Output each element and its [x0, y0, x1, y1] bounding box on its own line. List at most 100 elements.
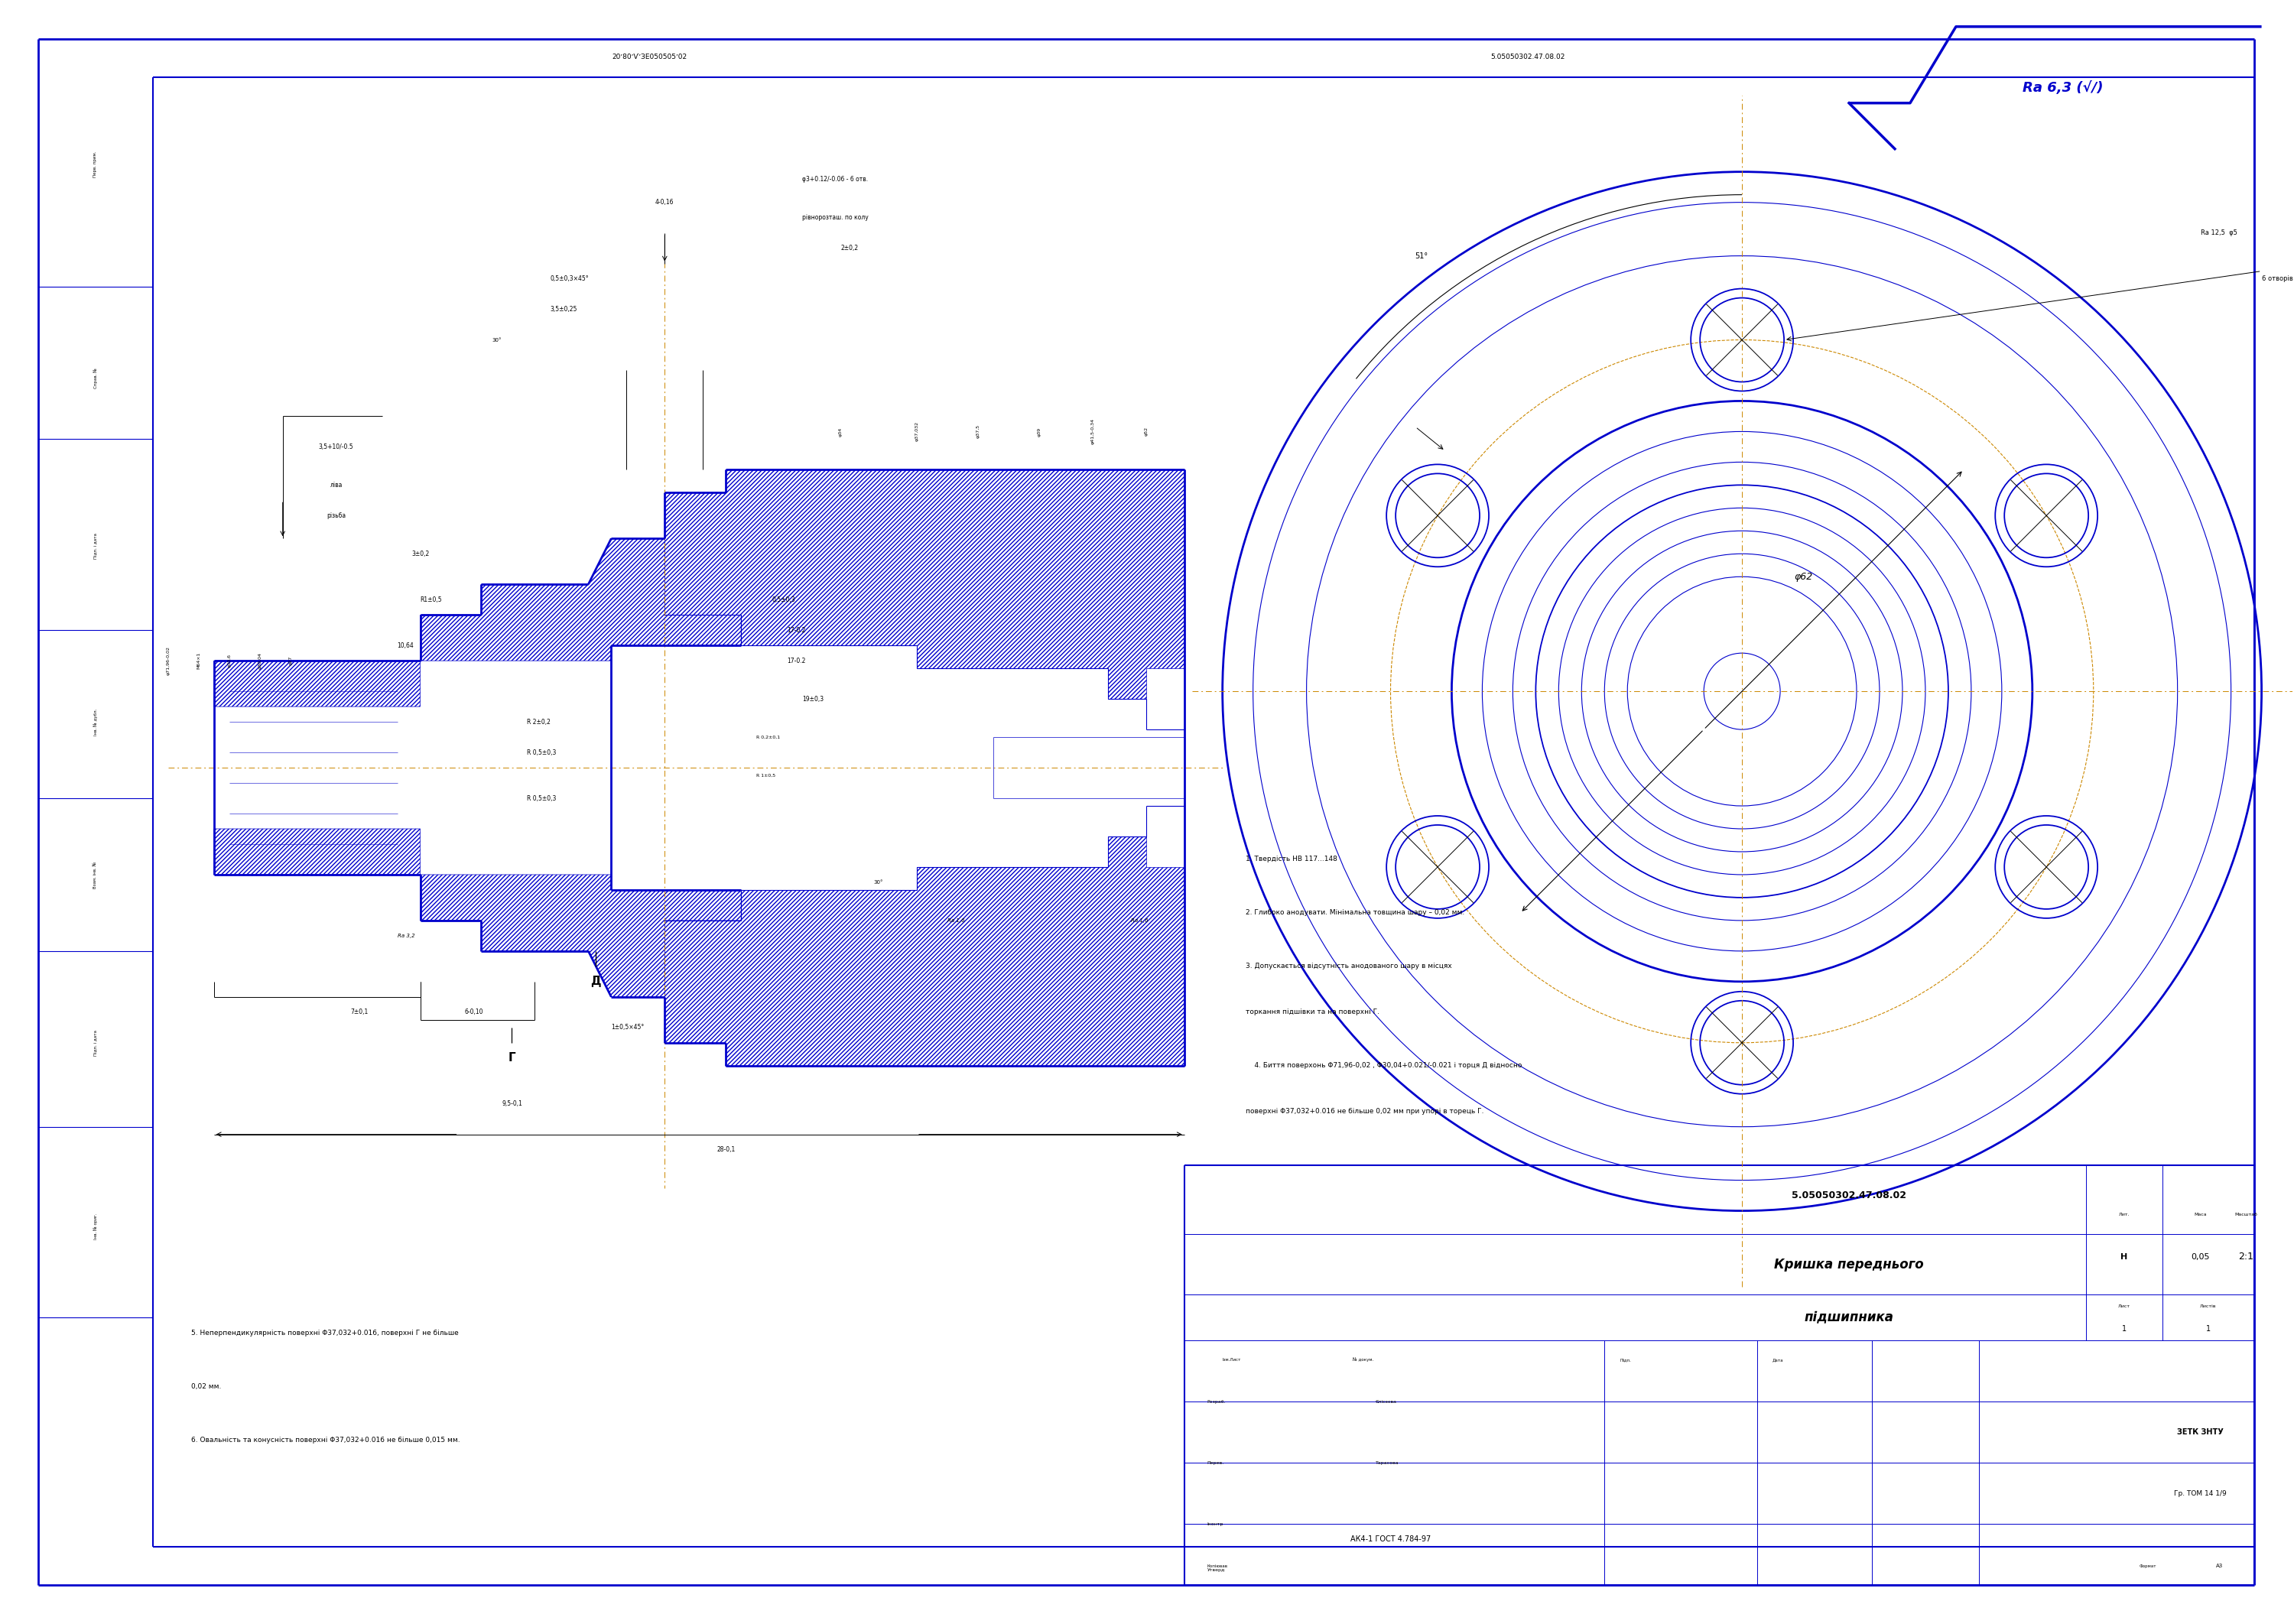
Text: R 0,2±0,1: R 0,2±0,1 [757, 736, 780, 739]
Text: φ27: φ27 [289, 656, 291, 666]
Text: Дата: Дата [1773, 1358, 1785, 1361]
Text: Гр. ТОМ 14 1/9: Гр. ТОМ 14 1/9 [2175, 1491, 2227, 1497]
Text: Листів: Листів [2200, 1304, 2216, 1309]
Text: 2. Глибоко анодувати. Мінімальна товщина шару – 0,02 мм.: 2. Глибоко анодувати. Мінімальна товщина… [1246, 909, 1464, 916]
Text: 9,5-0,1: 9,5-0,1 [502, 1101, 523, 1108]
Text: 10,64: 10,64 [397, 641, 413, 650]
Text: Д: Д [592, 976, 601, 987]
Text: φ52: φ52 [1145, 427, 1147, 437]
Text: Інв. № дубл.: Інв. № дубл. [94, 708, 99, 736]
Text: Маса: Маса [2193, 1213, 2207, 1216]
Text: 6 отворів: 6 отворів [2262, 276, 2292, 283]
Text: H: H [2120, 1252, 2127, 1260]
Text: 20ʼ80ʼѴʼЗЕ050505ʼ02: 20ʼ80ʼѴʼЗЕ050505ʼ02 [612, 54, 686, 60]
Text: 5.05050302.47.08.02: 5.05050302.47.08.02 [1491, 54, 1565, 60]
Text: Розраб.: Розраб. [1207, 1400, 1225, 1403]
Text: Ra 12,5  φ5: Ra 12,5 φ5 [2200, 229, 2237, 237]
Text: Справ. №: Справ. № [94, 367, 99, 388]
Text: Перв. прим.: Перв. прим. [94, 151, 96, 177]
Text: 3,5±0,25: 3,5±0,25 [551, 305, 578, 313]
Text: 3. Допускається відсутність анодованого шару в місцях: 3. Допускається відсутність анодованого … [1246, 963, 1452, 970]
Text: 6-0,10: 6-0,10 [463, 1009, 484, 1015]
Text: торкання підшівки та на поверхні Г.: торкання підшівки та на поверхні Г. [1246, 1009, 1379, 1015]
Text: Підп. і дата: Підп. і дата [94, 1030, 96, 1056]
Text: Підп. і дата: Підп. і дата [94, 533, 96, 559]
Text: Тарасова: Тарасова [1376, 1462, 1399, 1465]
Text: φ30,04: φ30,04 [257, 653, 262, 669]
Text: R 2±0,2: R 2±0,2 [528, 718, 551, 726]
Text: Взам. інв. №: Взам. інв. № [94, 861, 96, 888]
Polygon shape [213, 828, 741, 997]
Text: φ39: φ39 [1037, 427, 1041, 437]
Text: 5. Неперпендикулярність поверхні Φ37,032+0.016, поверхні Г не більше: 5. Неперпендикулярність поверхні Φ37,032… [190, 1330, 459, 1337]
Text: 0,02 мм.: 0,02 мм. [190, 1384, 220, 1390]
Text: А3: А3 [2216, 1564, 2223, 1569]
Text: 7±0,1: 7±0,1 [351, 1009, 367, 1015]
Text: 2:1: 2:1 [2239, 1252, 2255, 1262]
Text: 3,5+10/-0.5: 3,5+10/-0.5 [319, 443, 353, 450]
Text: 17-0.2: 17-0.2 [787, 627, 805, 633]
Text: 51°: 51° [1415, 252, 1427, 260]
Text: φ71,96-0,02: φ71,96-0,02 [165, 646, 170, 676]
Text: Ra 3,2: Ra 3,2 [397, 934, 415, 939]
Text: R 1±0,5: R 1±0,5 [757, 773, 775, 778]
Text: Іконтр: Іконтр [1207, 1522, 1223, 1527]
Text: 19±0,3: 19±0,3 [803, 695, 824, 702]
Text: 1±0,5×45°: 1±0,5×45° [610, 1025, 645, 1031]
Text: Кришка переднього: Кришка переднього [1773, 1257, 1925, 1272]
Text: 4. Биття поверхонь Φ71,96-0,02 , Φ30,04+0.021/-0.021 і торця Д відносно: 4. Биття поверхонь Φ71,96-0,02 , Φ30,04+… [1246, 1062, 1521, 1069]
Text: φ41,5-0,34: φ41,5-0,34 [1090, 419, 1094, 445]
Polygon shape [665, 836, 1184, 1065]
Text: 28-0,1: 28-0,1 [716, 1147, 734, 1153]
Text: 2±0,2: 2±0,2 [840, 245, 858, 252]
Text: 0,05: 0,05 [2191, 1252, 2209, 1260]
Text: підшипника: підшипника [1805, 1311, 1895, 1325]
Text: Ra 6,3 (√/): Ra 6,3 (√/) [2023, 81, 2104, 94]
Text: 6. Овальність та конусність поверхні Φ37,032+0.016 не більше 0,015 мм.: 6. Овальність та конусність поверхні Φ37… [190, 1437, 459, 1444]
Text: Ra 1,6: Ra 1,6 [1131, 918, 1147, 922]
Text: Копіював: Копіював [1207, 1564, 1227, 1567]
Polygon shape [213, 539, 741, 706]
Text: 5.05050302.47.08.02: 5.05050302.47.08.02 [1792, 1190, 1906, 1200]
Text: R 0,5±0,3: R 0,5±0,3 [528, 794, 557, 802]
Text: R1±0,5: R1±0,5 [420, 596, 443, 603]
Text: φ37,5: φ37,5 [975, 424, 980, 438]
Text: Лист: Лист [2117, 1304, 2131, 1309]
Text: 17-0.2: 17-0.2 [787, 658, 805, 664]
Text: Ra 1,6: Ra 1,6 [947, 918, 966, 922]
Text: поверхні Φ37,032+0.016 не більше 0,02 мм при упорі в торець Г.: поверхні Φ37,032+0.016 не більше 0,02 мм… [1246, 1108, 1484, 1116]
Text: Єлісєєва: Єлісєєва [1376, 1400, 1397, 1403]
Text: φ30,6: φ30,6 [227, 654, 232, 667]
Text: 1. Твердість НВ 117...148: 1. Твердість НВ 117...148 [1246, 856, 1337, 862]
Text: M64×1: M64×1 [197, 653, 200, 669]
Text: 3±0,2: 3±0,2 [411, 551, 429, 557]
Text: φ37,032: φ37,032 [915, 422, 920, 442]
Text: ліва: ліва [330, 482, 342, 489]
Text: Формат: Формат [2140, 1564, 2156, 1567]
Text: 1: 1 [2122, 1325, 2127, 1333]
Text: 30°: 30° [874, 880, 883, 885]
Text: Г: Г [509, 1052, 516, 1064]
Polygon shape [665, 469, 1184, 698]
Text: Інв. № ориг.: Інв. № ориг. [94, 1213, 99, 1239]
Text: 0,5±0,3×45°: 0,5±0,3×45° [551, 276, 590, 283]
Text: 4-0,16: 4-0,16 [656, 198, 674, 206]
Text: 30°: 30° [491, 338, 502, 343]
Text: φ3+0.12/-0.06 - 6 отв.: φ3+0.12/-0.06 - 6 отв. [803, 175, 867, 184]
Text: φ34: φ34 [840, 427, 842, 437]
Text: R 0,5±0,3: R 0,5±0,3 [528, 749, 557, 755]
Text: Лит.: Лит. [2117, 1213, 2129, 1216]
Text: 0,5±0,3: 0,5±0,3 [771, 596, 796, 603]
Text: 1: 1 [2207, 1325, 2211, 1333]
Text: Ізм.Лист: Ізм.Лист [1223, 1358, 1241, 1361]
Text: Підп.: Підп. [1620, 1358, 1631, 1361]
Text: Утверд: Утверд [1207, 1567, 1225, 1572]
Text: № докум.: № докум. [1353, 1358, 1374, 1363]
Text: АК4-1 ГОСТ 4.784-97: АК4-1 ГОСТ 4.784-97 [1351, 1535, 1431, 1543]
Text: рівнорозташ. по колу: рівнорозташ. по колу [803, 214, 869, 221]
Text: ЗЕТК ЗНТУ: ЗЕТК ЗНТУ [2177, 1429, 2223, 1436]
Text: φ62: φ62 [1794, 572, 1812, 581]
Text: Перев.: Перев. [1207, 1462, 1225, 1465]
Text: Масштаб: Масштаб [2234, 1213, 2257, 1216]
Text: різьба: різьба [326, 512, 346, 520]
